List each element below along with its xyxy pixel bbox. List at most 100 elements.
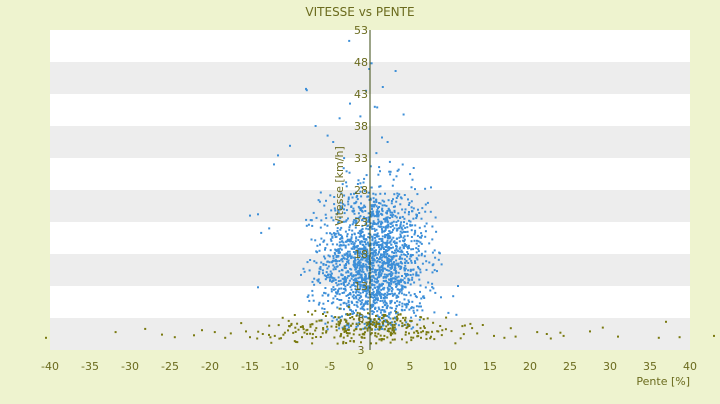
data-point (395, 262, 398, 265)
data-point (463, 324, 466, 327)
data-point (325, 199, 327, 202)
data-point (347, 326, 350, 329)
data-point (384, 236, 386, 239)
data-point (395, 251, 398, 254)
data-point (321, 269, 324, 272)
data-point (375, 152, 378, 155)
data-point (326, 260, 329, 263)
data-point (337, 290, 340, 293)
data-point (370, 320, 373, 323)
data-point (354, 202, 357, 205)
data-point (326, 276, 328, 279)
data-point (315, 336, 318, 338)
data-point (363, 278, 366, 281)
data-point (355, 326, 358, 328)
data-point (351, 322, 354, 325)
data-point (425, 333, 428, 336)
data-point (303, 270, 306, 273)
data-point (370, 249, 373, 252)
data-point (337, 320, 340, 323)
data-point (328, 255, 331, 258)
data-point (362, 304, 365, 306)
data-point (390, 307, 393, 310)
data-point (320, 237, 323, 240)
data-point (386, 210, 389, 212)
data-point (399, 278, 402, 281)
data-point (372, 251, 375, 254)
data-point (423, 325, 425, 328)
data-point (390, 282, 393, 285)
data-point (392, 293, 395, 296)
data-point (429, 337, 432, 340)
data-point (389, 173, 392, 176)
data-point (380, 327, 383, 330)
data-point (417, 254, 420, 257)
data-point (355, 297, 358, 300)
data-point (378, 328, 381, 331)
data-point (311, 333, 314, 336)
data-point (382, 218, 385, 221)
data-point (386, 281, 389, 284)
data-point (268, 333, 270, 336)
data-point (394, 249, 396, 252)
data-point (361, 333, 364, 336)
data-point (257, 330, 260, 333)
data-point (392, 205, 395, 208)
data-point (393, 280, 396, 283)
data-point (412, 167, 415, 169)
data-point (161, 333, 163, 336)
data-point (369, 333, 372, 336)
data-point (341, 260, 344, 263)
data-point (403, 221, 405, 224)
data-point (288, 325, 291, 328)
data-point (355, 246, 358, 249)
data-point (396, 300, 399, 303)
data-point (601, 326, 604, 329)
data-point (339, 316, 342, 319)
data-point (378, 248, 381, 251)
data-point (269, 336, 272, 339)
data-point (392, 220, 395, 223)
data-point (340, 207, 343, 210)
data-point (409, 274, 412, 276)
data-point (334, 232, 337, 235)
data-point (394, 317, 397, 319)
data-point (382, 317, 385, 320)
data-point (305, 89, 308, 92)
data-point (386, 220, 389, 222)
data-point (292, 331, 295, 334)
data-point (350, 237, 353, 240)
data-point (421, 207, 424, 210)
data-point (405, 305, 408, 308)
data-point (393, 320, 396, 323)
data-point (311, 323, 314, 326)
data-point (559, 331, 562, 334)
data-point (413, 233, 416, 236)
data-point (404, 333, 407, 336)
data-point (374, 236, 376, 239)
data-point (433, 269, 436, 272)
data-point (358, 294, 361, 297)
data-point (307, 310, 310, 313)
data-point (405, 341, 408, 344)
data-point (144, 327, 147, 330)
data-point (392, 246, 394, 249)
data-point (320, 261, 323, 264)
data-point (287, 319, 290, 322)
data-point (357, 252, 360, 255)
data-point (374, 251, 377, 254)
data-point (359, 307, 362, 310)
data-point (360, 195, 363, 198)
data-point (365, 259, 368, 262)
data-point (367, 258, 370, 261)
data-point (342, 256, 345, 259)
y-tick-label: 38 (354, 120, 368, 133)
data-point (354, 285, 357, 288)
data-point (373, 259, 376, 262)
x-tick-label: 15 (483, 360, 497, 373)
data-point (383, 310, 386, 313)
data-point (420, 217, 423, 220)
data-point (353, 247, 356, 250)
data-point (424, 235, 427, 238)
data-point (339, 334, 342, 337)
